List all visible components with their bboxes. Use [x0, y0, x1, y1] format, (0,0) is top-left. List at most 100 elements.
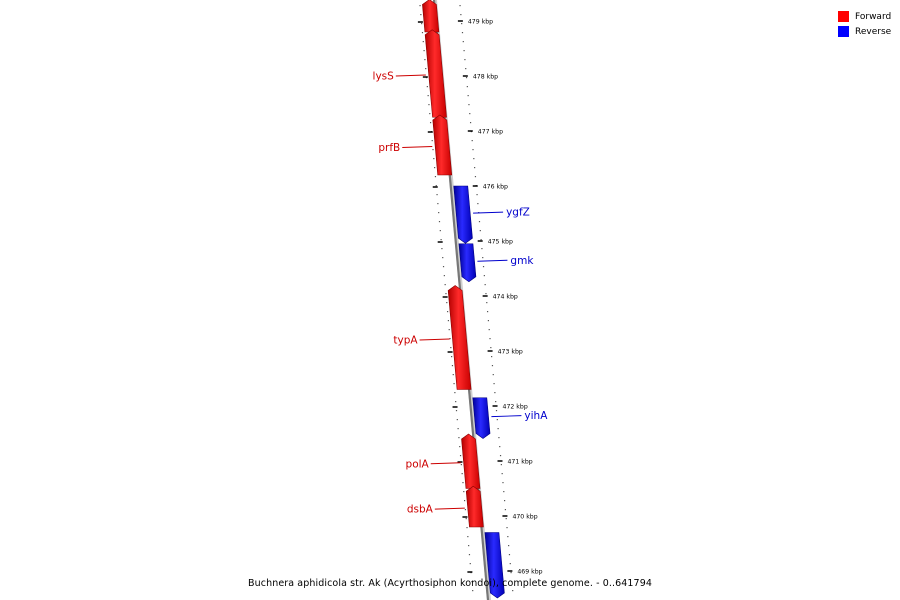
tick-dot [445, 293, 447, 295]
tick-dot [494, 392, 496, 394]
kbp-tick-label: 470 kbp [512, 514, 537, 521]
kbp-tick-label: 476 kbp [483, 184, 508, 191]
legend-label-forward: Forward [855, 11, 892, 22]
gene-ygfZ[interactable] [453, 185, 473, 244]
gene-gmk[interactable] [458, 243, 477, 283]
tick-dot [459, 455, 462, 457]
gene-yihA[interactable] [472, 397, 491, 439]
tick-dot [425, 68, 427, 70]
tick-dot [469, 563, 471, 565]
kbp-tick-label: 472 kbp [503, 404, 528, 411]
tick-dot [473, 158, 475, 160]
tick-dot [446, 302, 448, 304]
tick-dot [486, 311, 489, 313]
gene-unnamed-9[interactable] [484, 532, 505, 599]
legend-item-reverse: Reverse [838, 24, 891, 39]
tick-dot [472, 590, 474, 592]
tick-dot [497, 428, 499, 430]
gene-label-leader [434, 507, 465, 510]
tick-dot [436, 194, 438, 196]
tick-dot [472, 149, 474, 151]
gene-polA[interactable] [461, 433, 481, 489]
tick-dot [489, 338, 491, 340]
tick-dot [488, 329, 490, 331]
tick-dot [467, 536, 469, 538]
tick-dot [421, 23, 423, 25]
tick-dot [455, 410, 458, 412]
tick-dot [438, 221, 441, 223]
tick-dot [451, 356, 453, 358]
tick-dot [434, 167, 436, 169]
tick-dot [490, 347, 492, 349]
kbp-tick-label: 474 kbp [493, 294, 518, 301]
tick-dot [446, 311, 449, 313]
tick-dot [468, 554, 471, 556]
tick-dot [448, 329, 450, 331]
gene-prfB[interactable] [432, 114, 453, 176]
gene-dsbA[interactable] [465, 485, 484, 528]
gene-label-leader [430, 462, 461, 465]
tick-dot [429, 113, 431, 115]
kbp-scale: 479 kbp 478 kbp 477 kbp 476 kbp 475 kbp 474 k… [417, 19, 543, 576]
tick-dot [427, 95, 429, 97]
tick-dot [432, 149, 434, 151]
tick-dot [464, 59, 466, 61]
tick-dot [484, 284, 486, 286]
tick-dot [477, 203, 479, 205]
tick-dot [442, 266, 445, 268]
tick-dot [442, 257, 444, 259]
tick-dot [460, 464, 462, 466]
tick-dot [511, 581, 513, 583]
tick-dot [512, 590, 514, 592]
tick-dot [421, 32, 424, 34]
tick-dot [471, 581, 473, 583]
tick-dot [503, 491, 505, 493]
tick-dot [502, 482, 504, 484]
tick-dot [507, 536, 509, 538]
tick-dot [456, 419, 458, 421]
tick-dot [458, 437, 460, 439]
tick-dot [463, 491, 465, 493]
kbp-tick-label: 479 kbp [468, 19, 493, 26]
tick-dot [463, 50, 465, 52]
tick-dot [428, 104, 430, 106]
tick-dot [453, 383, 455, 385]
legend-item-forward: Forward [838, 9, 891, 24]
tick-dot [483, 275, 485, 277]
tick-dot [454, 392, 456, 394]
tick-dot [439, 230, 441, 232]
gene-track [422, 0, 505, 599]
tick-dot [482, 257, 484, 259]
tick-dot [465, 518, 467, 520]
gene-label-lysS: lysS [373, 71, 395, 83]
gene-label-yihA: yihA [524, 410, 548, 422]
tick-dot [438, 212, 440, 214]
tick-dot [443, 275, 445, 277]
tick-dot [504, 509, 507, 511]
gene-label-prfB: prfB [378, 142, 400, 154]
kbp-tick-label: 478 kbp [473, 74, 498, 81]
tick-dot [420, 14, 422, 16]
tick-dot [464, 500, 466, 502]
tick-dot [461, 473, 463, 475]
tick-dot [469, 122, 472, 124]
tick-dot [434, 176, 437, 178]
gene-typA[interactable] [447, 285, 472, 390]
tick-dot [460, 14, 462, 16]
tick-dot [493, 383, 495, 385]
gene-label-leader [395, 74, 426, 77]
tick-dot [498, 437, 500, 439]
tick-dot [467, 95, 469, 97]
forward-swatch [838, 11, 849, 22]
gene-label-leader [473, 211, 504, 214]
tick-dot [451, 365, 454, 367]
tick-dot [509, 563, 511, 565]
tick-dot [464, 509, 467, 511]
tick-dot [506, 527, 508, 529]
tick-dot [459, 446, 461, 448]
gene-unnamed-0[interactable] [422, 0, 440, 33]
tick-dot [492, 374, 494, 376]
tick-dot [474, 176, 477, 178]
tick-dot [508, 545, 510, 547]
tick-dot [437, 203, 439, 205]
